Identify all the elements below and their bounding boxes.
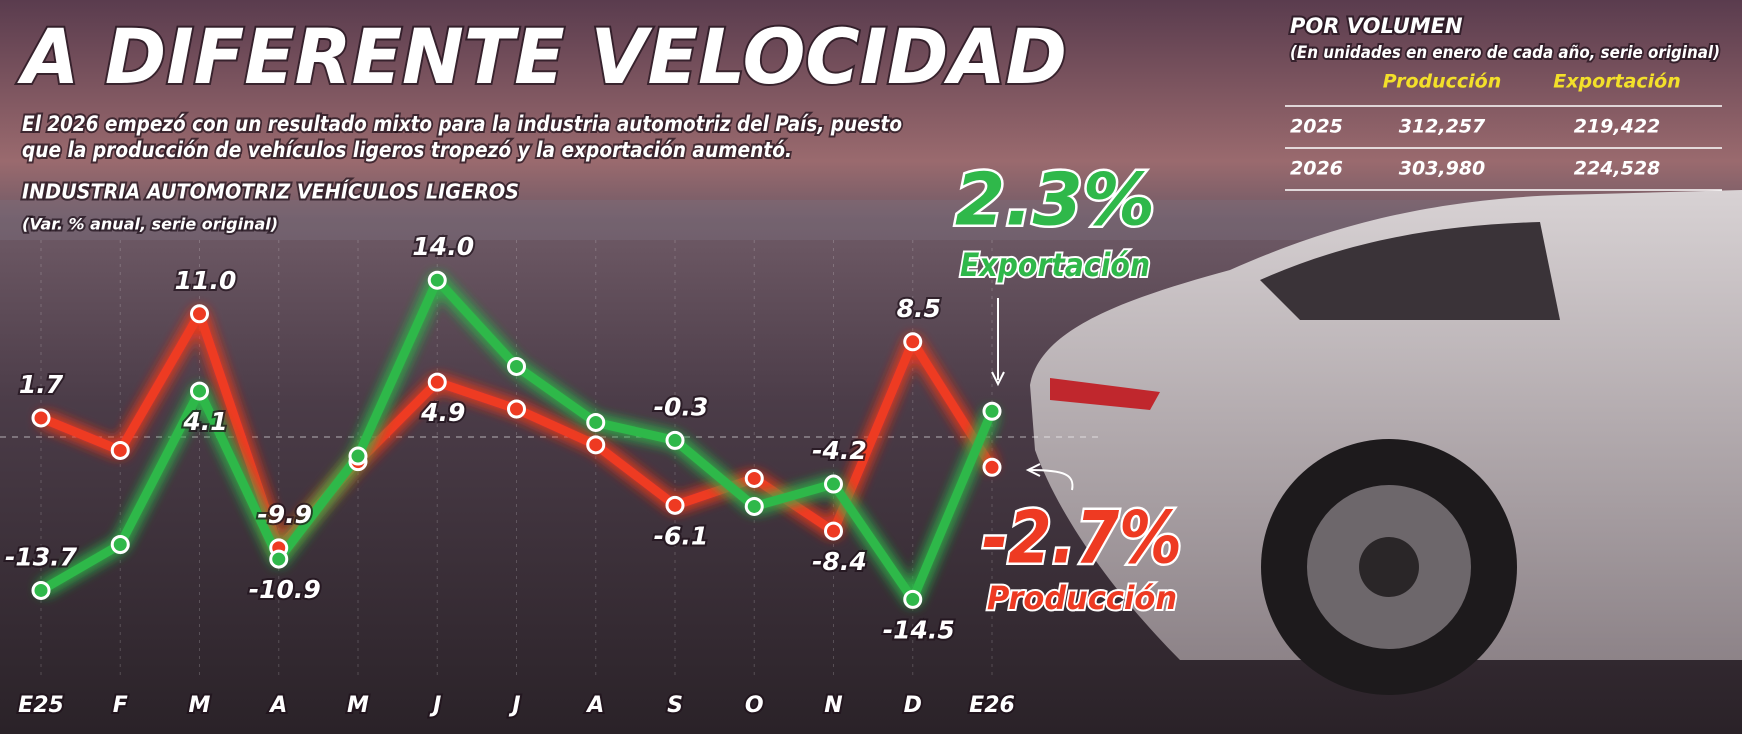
table-cell: 224,528 — [1574, 158, 1661, 180]
data-point — [190, 381, 209, 401]
subtitle-line: El 2026 empezó con un resultado mixto pa… — [22, 112, 902, 136]
data-label: 11.0 — [175, 266, 237, 295]
legend-label: Producción — [987, 579, 1177, 617]
data-label: -9.9 — [257, 500, 312, 529]
data-point — [269, 549, 289, 569]
chart-title: INDUSTRIA AUTOMOTRIZ VEHÍCULOS LIGEROS — [22, 180, 519, 204]
chart-subtitle: (Var. % anual, serie original) — [22, 215, 278, 234]
data-point — [665, 495, 685, 515]
table-cell: 2026 — [1290, 158, 1343, 180]
title: A DIFERENTE VELOCIDAD — [17, 12, 1067, 101]
data-point — [903, 589, 923, 609]
x-tick-label: A — [268, 693, 287, 718]
data-point — [903, 332, 923, 352]
data-point — [31, 408, 51, 428]
data-label: 8.5 — [897, 294, 941, 323]
data-point — [744, 468, 764, 488]
data-point — [586, 412, 606, 432]
data-point — [744, 496, 764, 516]
data-label: -6.1 — [654, 521, 709, 550]
plot: E25 F M A M J J A S O N D E261.711.0-9.94.9-6.1-8.48… — [0, 155, 1185, 720]
data-label: -13.7 — [5, 542, 78, 571]
x-tick-label: S — [667, 693, 683, 718]
table-title: POR VOLUMEN — [1290, 14, 1463, 38]
table-cell: 219,422 — [1574, 116, 1661, 138]
x-tick-label: O — [745, 693, 764, 718]
data-label: 4.9 — [420, 398, 465, 427]
data-label: 14.0 — [412, 232, 474, 261]
data-point — [824, 474, 843, 494]
data-point — [507, 356, 526, 376]
callout-value: -2.7% — [982, 496, 1182, 580]
data-point — [110, 535, 130, 555]
data-label: -8.4 — [812, 547, 867, 576]
data-label: -10.9 — [249, 575, 321, 604]
data-label: 1.7 — [19, 370, 64, 399]
x-tick-label: D — [904, 693, 922, 718]
x-tick-label: A — [585, 693, 604, 718]
data-point — [427, 270, 447, 290]
data-point — [982, 401, 1002, 421]
x-tick-label: M — [347, 693, 369, 718]
data-point — [110, 440, 130, 460]
data-point — [586, 435, 606, 455]
callout-arrows — [991, 298, 1074, 491]
x-tick-label: M — [189, 693, 211, 718]
x-tick-label: E26 — [969, 693, 1015, 718]
table-cell: 2025 — [1290, 116, 1343, 138]
x-tick-label: N — [824, 693, 842, 718]
data-point — [427, 372, 447, 392]
table-cell: 312,257 — [1399, 116, 1486, 138]
data-point — [190, 304, 209, 324]
table-header: Exportación — [1553, 71, 1681, 93]
x-tick-label: E25 — [18, 693, 64, 718]
volume-table: POR VOLUMEN (En unidades en enero de cad… — [1285, 12, 1722, 191]
data-point — [31, 580, 51, 600]
data-label: 4.1 — [182, 407, 227, 436]
subtitle-line: que la producción de vehículos ligeros t… — [22, 138, 792, 162]
callout-value: 2.3% — [955, 158, 1155, 242]
data-point — [982, 457, 1002, 477]
data-label: -14.5 — [883, 615, 955, 644]
table-header: Producción — [1383, 71, 1502, 93]
table-subtitle: (En unidades en enero de cada año, serie… — [1290, 43, 1720, 63]
data-label: -0.3 — [654, 392, 709, 421]
legend-label: Exportación — [960, 246, 1150, 284]
table-cell: 303,980 — [1399, 158, 1486, 180]
data-point — [348, 446, 368, 466]
x-tick-label: F — [113, 693, 128, 718]
data-point — [507, 399, 526, 419]
data-point — [665, 430, 685, 450]
data-label: -4.2 — [812, 436, 867, 465]
car — [1030, 190, 1742, 695]
data-point — [824, 521, 843, 541]
